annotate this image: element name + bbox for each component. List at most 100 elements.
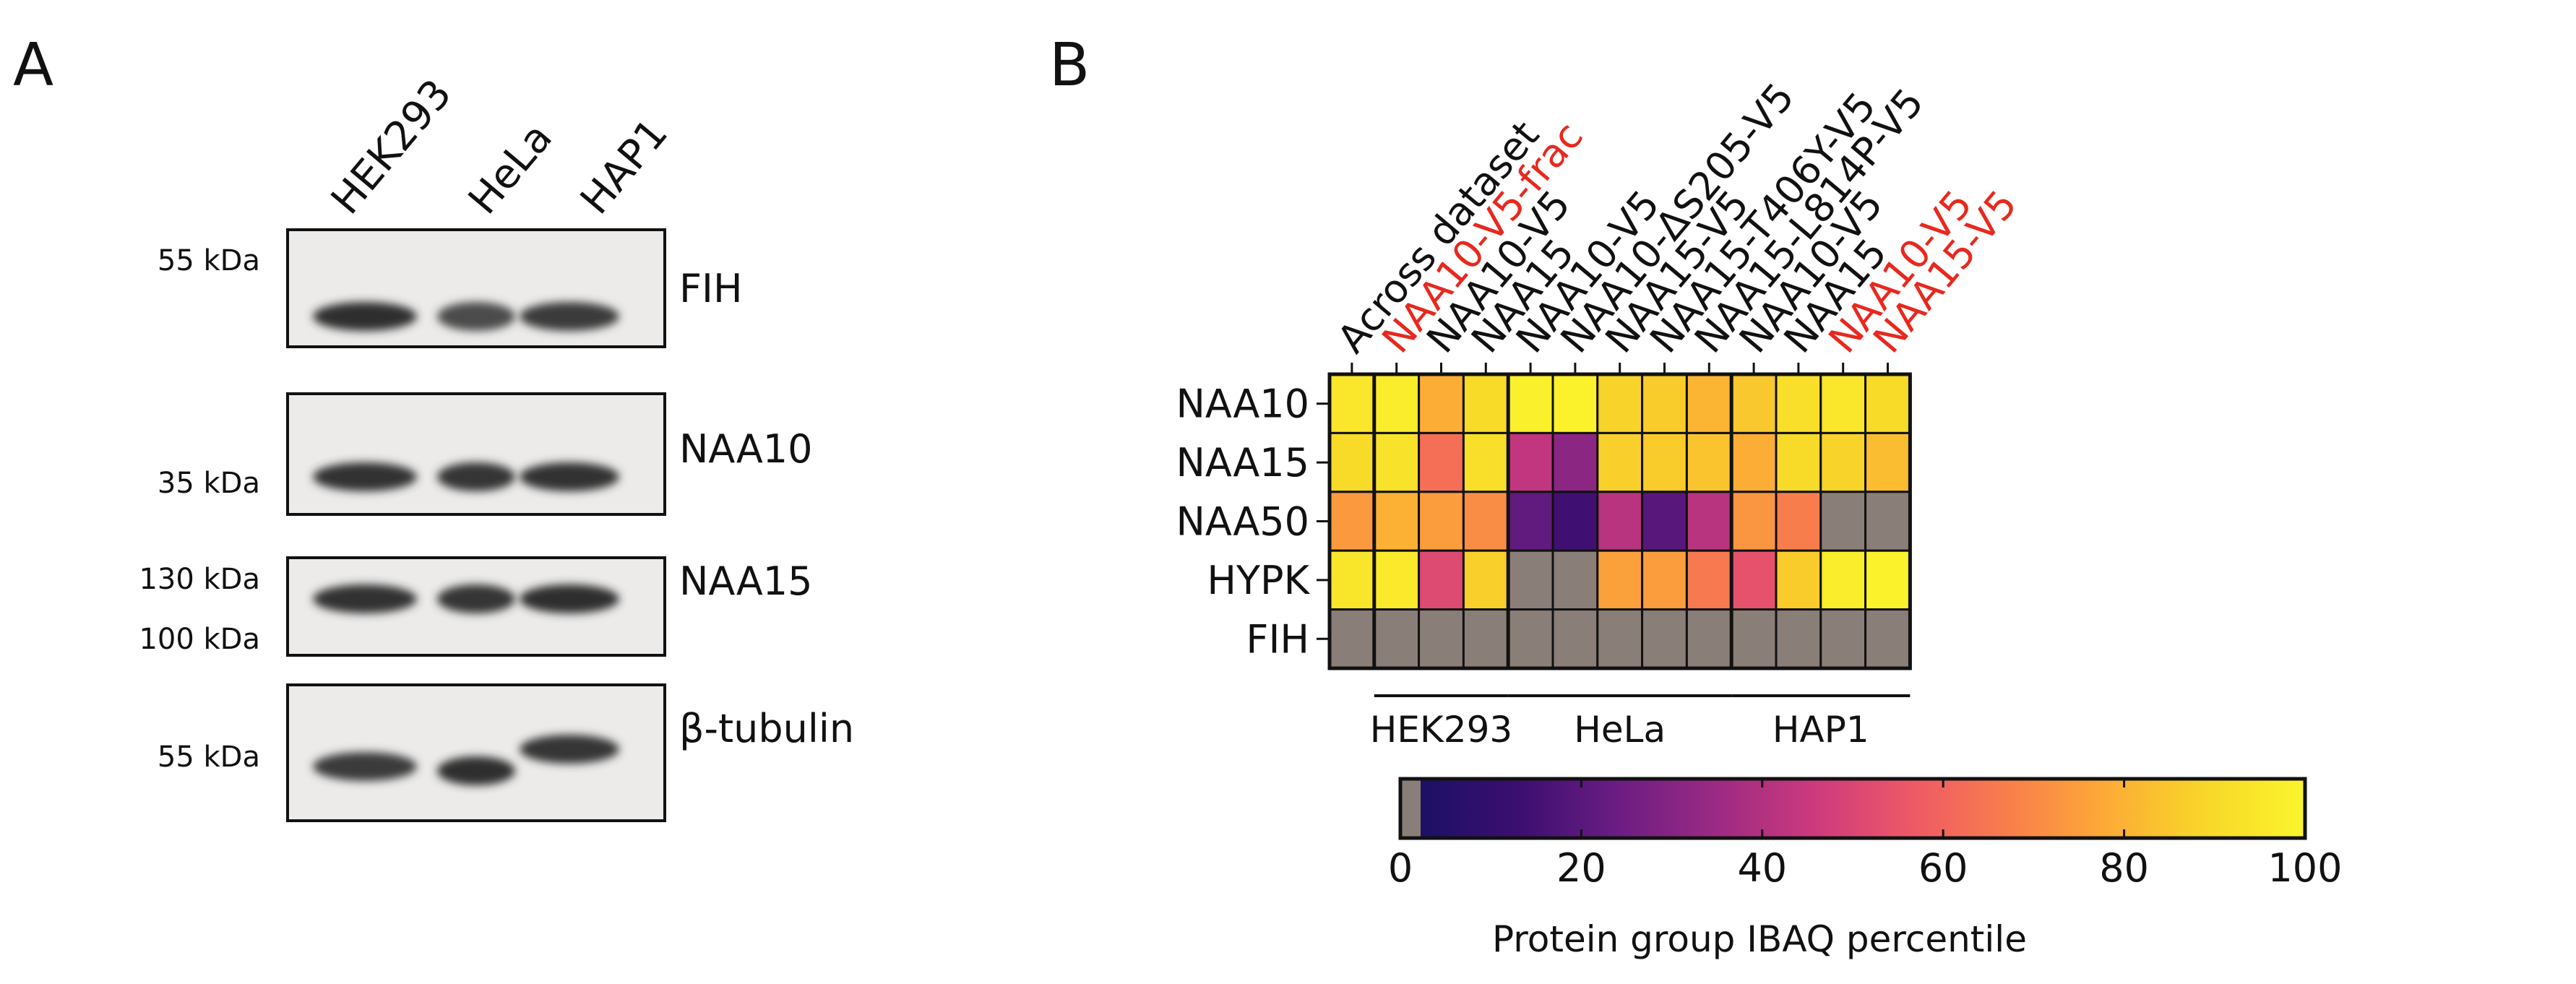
cell-line-groups: HEK293 HeLa HAP1	[1370, 694, 1911, 751]
blot-band	[437, 462, 515, 491]
marker-label: 130 kDa	[139, 563, 260, 596]
heatmap-cell	[1864, 608, 1911, 670]
blot-band	[520, 302, 619, 331]
heatmap-cell	[1551, 549, 1599, 611]
protein-label: β-tubulin	[679, 706, 854, 751]
heatmap-row-labels: NAA10 NAA15 NAA50 HYPK FIH	[1176, 381, 1330, 662]
heatmap-cell	[1507, 431, 1554, 493]
blot-band	[520, 462, 619, 491]
heatmap-cell	[1819, 373, 1867, 434]
heatmap-cell	[1551, 373, 1599, 434]
heatmap-cell	[1462, 549, 1509, 611]
panel-a: A HEK293 HeLa HAP1 55 kDa FIH 35 kDa NAA10 1…	[13, 31, 854, 822]
heatmap-cell	[1641, 373, 1688, 434]
heatmap-cell	[1864, 373, 1911, 434]
heatmap-cell	[1418, 491, 1465, 552]
heatmap-cell	[1373, 373, 1421, 434]
heatmap-cell	[1685, 491, 1733, 552]
blot-naa15: 130 kDa 100 kDa NAA15	[139, 556, 813, 657]
heatmap-cell	[1819, 491, 1867, 552]
heatmap-cell	[1730, 373, 1778, 434]
blot-band	[520, 735, 619, 764]
heatmap-cell	[1685, 431, 1733, 493]
heatmap-cell	[1819, 608, 1867, 670]
heatmap-cell	[1641, 549, 1688, 611]
heatmap-cell	[1507, 549, 1554, 611]
heatmap-cell	[1418, 431, 1465, 493]
panel-b-letter: B	[1049, 31, 1090, 100]
row-label: HYPK	[1207, 558, 1310, 603]
colorbar-na-swatch	[1400, 779, 1421, 838]
heatmap-cell	[1328, 549, 1376, 611]
heatmap-cell	[1462, 431, 1509, 493]
heatmap-cell	[1730, 431, 1778, 493]
heatmap-cell	[1551, 431, 1599, 493]
colorbar-tick-label: 80	[2099, 845, 2149, 891]
heatmap-cell	[1328, 431, 1376, 493]
heatmap-cell	[1641, 431, 1688, 493]
heatmap-cell	[1462, 608, 1509, 670]
colorbar-tick-label: 60	[1918, 845, 1968, 891]
row-label: NAA10	[1176, 381, 1310, 427]
heatmap-cell	[1507, 491, 1554, 552]
heatmap-cell	[1596, 608, 1644, 670]
protein-label: NAA15	[679, 558, 813, 604]
heatmap-cell	[1685, 549, 1733, 611]
blot-band	[520, 584, 619, 613]
heatmap-cell	[1730, 549, 1778, 611]
heatmap-cell	[1775, 608, 1822, 670]
heatmap-cell	[1775, 549, 1822, 611]
heatmap-cell	[1819, 549, 1867, 611]
panel-b: B Across datasetNAA10-V5-fracNAA10-V5NAA…	[1049, 31, 2343, 960]
colorbar-tick-label: 40	[1737, 845, 1787, 891]
group-label: HEK293	[1370, 709, 1512, 751]
heatmap-cell	[1328, 608, 1376, 670]
blot-naa10: 35 kDa NAA10	[158, 392, 813, 516]
colorbar: Protein group IBAQ percentile 0 20 40 60 80 1…	[1388, 777, 2343, 960]
heatmap-cell	[1418, 608, 1465, 670]
lane-label-hela: HeLa	[460, 114, 561, 223]
blot-tubulin: 55 kDa β-tubulin	[158, 683, 854, 822]
heatmap	[1327, 372, 1912, 670]
colorbar-tick-label: 0	[1388, 845, 1413, 891]
heatmap-cell	[1373, 431, 1421, 493]
heatmap-cell	[1864, 491, 1911, 552]
heatmap-cell	[1775, 431, 1822, 493]
heatmap-cell	[1551, 491, 1599, 552]
heatmap-cell	[1596, 431, 1644, 493]
heatmap-cell	[1641, 491, 1688, 552]
heatmap-cell	[1328, 491, 1376, 552]
group-label: HAP1	[1772, 709, 1869, 751]
blot-band	[437, 302, 515, 331]
heatmap-cell	[1775, 373, 1822, 434]
heatmap-cell	[1730, 608, 1778, 670]
panel-a-letter: A	[13, 31, 53, 100]
heatmap-cell	[1418, 549, 1465, 611]
colorbar-tick-label: 20	[1556, 845, 1606, 891]
blot-band	[313, 752, 417, 781]
heatmap-cell	[1551, 608, 1599, 670]
heatmap-cell	[1596, 549, 1644, 611]
heatmap-cell	[1373, 491, 1421, 552]
protein-label: FIH	[679, 266, 743, 311]
colorbar-tick-label: 100	[2267, 845, 2342, 891]
colorbar-gradient	[1421, 779, 2305, 838]
marker-label: 55 kDa	[158, 741, 260, 774]
heatmap-cell	[1819, 431, 1867, 493]
heatmap-cell	[1373, 608, 1421, 670]
lane-label-hap1: HAP1	[572, 110, 677, 223]
heatmap-cell	[1596, 491, 1644, 552]
blot-band	[313, 302, 417, 331]
blot-band	[437, 584, 515, 613]
heatmap-cell	[1641, 608, 1688, 670]
row-label: NAA15	[1176, 440, 1310, 485]
heatmap-cell	[1507, 608, 1554, 670]
group-label: HeLa	[1574, 709, 1666, 751]
heatmap-cell	[1775, 491, 1822, 552]
heatmap-cell	[1373, 549, 1421, 611]
blot-fih: 55 kDa FIH	[158, 228, 743, 348]
marker-label: 35 kDa	[158, 467, 260, 500]
marker-label: 100 kDa	[139, 623, 260, 656]
protein-label: NAA10	[679, 426, 813, 472]
